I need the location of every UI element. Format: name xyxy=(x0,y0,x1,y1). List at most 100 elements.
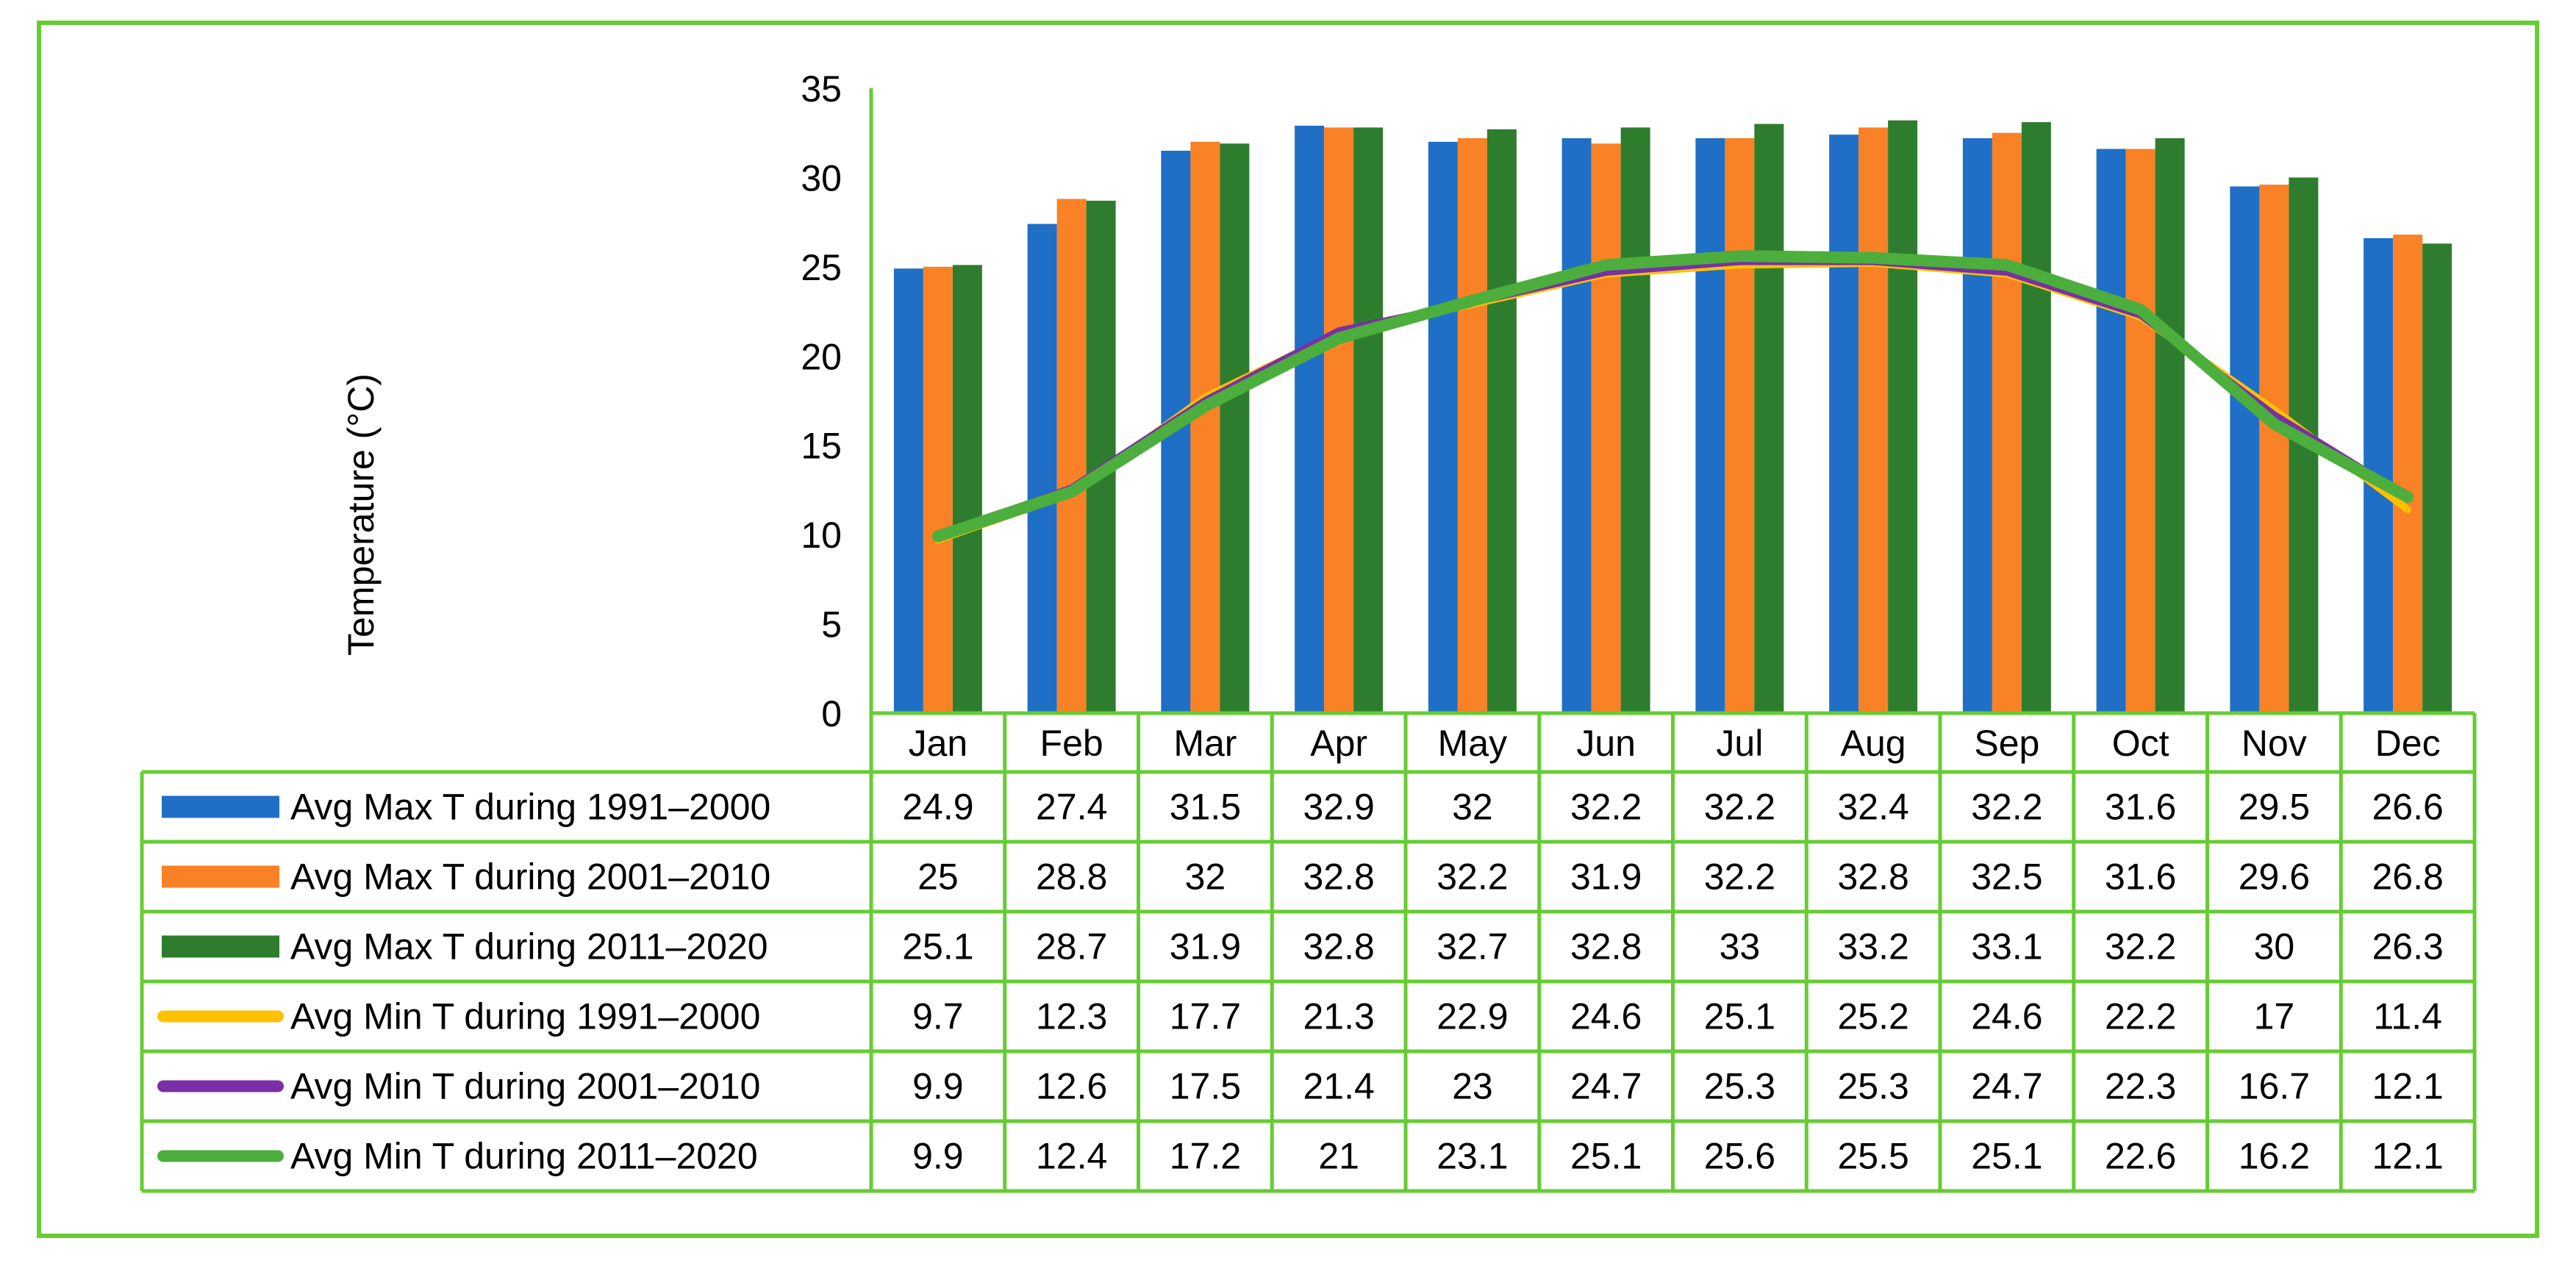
table-cell: 31.9 xyxy=(1170,926,1241,967)
bar-2-dec xyxy=(2393,235,2423,714)
bar-3-jul xyxy=(1754,124,1784,714)
table-cell: 22.9 xyxy=(1437,996,1508,1037)
y-tick-label: 30 xyxy=(801,157,842,198)
table-cell: 25.1 xyxy=(1971,1136,2042,1177)
bar-1-nov xyxy=(2230,186,2260,714)
table-cell: 12.3 xyxy=(1036,996,1107,1037)
min-line-3 xyxy=(931,250,2414,543)
bar-2-jun xyxy=(1591,143,1621,714)
month-label: Nov xyxy=(2242,723,2307,764)
month-label: Jul xyxy=(1716,723,1763,764)
table-cell: 33.2 xyxy=(1837,926,1908,967)
bar-3-dec xyxy=(2422,243,2452,713)
bar-2-oct xyxy=(2125,149,2155,714)
table-cell: 17.7 xyxy=(1170,996,1241,1037)
table-cell: 9.7 xyxy=(912,996,964,1037)
table-cell: 24.7 xyxy=(1971,1066,2042,1107)
legend-key-bar xyxy=(162,865,279,888)
table-cell: 24.6 xyxy=(1570,996,1642,1037)
table-cell: 32.2 xyxy=(1971,787,2042,828)
table-cell: 12.1 xyxy=(2372,1066,2443,1107)
bar-3-aug xyxy=(1888,120,1918,713)
table-cell: 33 xyxy=(1720,926,1761,967)
month-label: Sep xyxy=(1974,723,2039,764)
bar-1-oct xyxy=(2096,149,2126,714)
table-cell: 25 xyxy=(917,856,959,898)
legend-key-bar xyxy=(162,935,279,958)
table-cell: 32.9 xyxy=(1303,787,1374,828)
legend-label: Avg Min T during 2011–2020 xyxy=(290,1136,758,1177)
bar-1-jan xyxy=(893,268,923,713)
bar-3-feb xyxy=(1086,201,1116,713)
y-tick-label: 20 xyxy=(801,336,842,377)
table-cell: 17 xyxy=(2254,996,2295,1037)
table-cell: 17.2 xyxy=(1170,1136,1241,1177)
table-cell: 25.2 xyxy=(1837,996,1908,1037)
bar-1-feb xyxy=(1027,223,1057,714)
legend-key-bar xyxy=(162,795,279,818)
table-cell: 16.2 xyxy=(2239,1136,2310,1177)
bar-1-jul xyxy=(1695,138,1725,713)
table-cell: 22.3 xyxy=(2105,1066,2176,1107)
table-cell: 32 xyxy=(1452,787,1493,828)
bar-2-jan xyxy=(923,266,953,713)
min-temp-lines xyxy=(931,250,2414,544)
table-cell: 32.8 xyxy=(1837,856,1908,898)
table-cell: 32.8 xyxy=(1570,926,1642,967)
table-cell: 31.5 xyxy=(1170,787,1241,828)
legend-label: Avg Min T during 1991–2000 xyxy=(290,996,760,1037)
table-cell: 22.6 xyxy=(2105,1136,2176,1177)
table-cell: 26.6 xyxy=(2372,787,2443,828)
table-cell: 11.4 xyxy=(2373,996,2442,1037)
month-label: Feb xyxy=(1040,723,1103,764)
table-cell: 25.3 xyxy=(1704,1066,1775,1107)
month-label: Dec xyxy=(2375,723,2441,764)
table-cell: 21.4 xyxy=(1303,1066,1374,1107)
bar-2-feb xyxy=(1056,198,1087,714)
month-label: Jun xyxy=(1576,723,1636,764)
bar-3-apr xyxy=(1353,127,1384,713)
bar-1-aug xyxy=(1829,135,1859,714)
y-tick-label: 25 xyxy=(801,247,842,288)
table-cell: 32.8 xyxy=(1303,926,1374,967)
table-cell: 12.4 xyxy=(1036,1136,1107,1177)
table-cell: 24.9 xyxy=(902,787,973,828)
table-cell: 33.1 xyxy=(1971,926,2042,967)
table-cell: 31.6 xyxy=(2105,787,2176,828)
table-cell: 32.2 xyxy=(1570,787,1642,828)
table-cell: 27.4 xyxy=(1036,787,1107,828)
bar-2-nov xyxy=(2259,185,2289,714)
table-cell: 28.8 xyxy=(1036,856,1107,898)
table-cell: 29.5 xyxy=(2239,787,2310,828)
table-cell: 32.2 xyxy=(1437,856,1508,898)
outer-border xyxy=(37,21,2539,1238)
bar-2-mar xyxy=(1190,141,1220,713)
bar-3-jun xyxy=(1620,127,1650,713)
month-label: Jan xyxy=(909,723,968,764)
data-table: Jan Feb Mar Apr May Jun Jul Aug Sep Oct Nov Dec Avg … xyxy=(140,711,2477,1193)
table-cell: 32.2 xyxy=(1704,856,1775,898)
legend-label: Avg Max T during 2011–2020 xyxy=(290,926,768,967)
bar-2-may xyxy=(1457,138,1487,713)
legend-label: Avg Max T during 1991–2000 xyxy=(290,787,770,828)
table-cell: 9.9 xyxy=(912,1066,964,1107)
legend-label: Avg Min T during 2001–2010 xyxy=(290,1066,760,1107)
table-cell: 16.7 xyxy=(2239,1066,2310,1107)
table-cell: 24.7 xyxy=(1570,1066,1642,1107)
table-cell: 12.6 xyxy=(1036,1066,1107,1107)
table-cell: 31.9 xyxy=(1570,856,1642,898)
table-cell: 28.7 xyxy=(1036,926,1107,967)
legend-label: Avg Max T during 2001–2010 xyxy=(290,856,770,898)
bar-2-sep xyxy=(1992,132,2022,713)
bar-3-may xyxy=(1486,129,1517,713)
table-cell: 31.6 xyxy=(2105,856,2176,898)
table-cell: 26.3 xyxy=(2372,926,2443,967)
y-tick-label: 35 xyxy=(801,68,842,110)
y-tick-label: 5 xyxy=(821,604,842,645)
y-axis: 0 5 10 15 20 25 30 35 xyxy=(801,68,873,734)
y-tick-label: 10 xyxy=(801,515,842,556)
bar-2-aug xyxy=(1858,127,1889,713)
bar-1-may xyxy=(1428,141,1458,713)
table-cell: 21 xyxy=(1318,1136,1359,1177)
